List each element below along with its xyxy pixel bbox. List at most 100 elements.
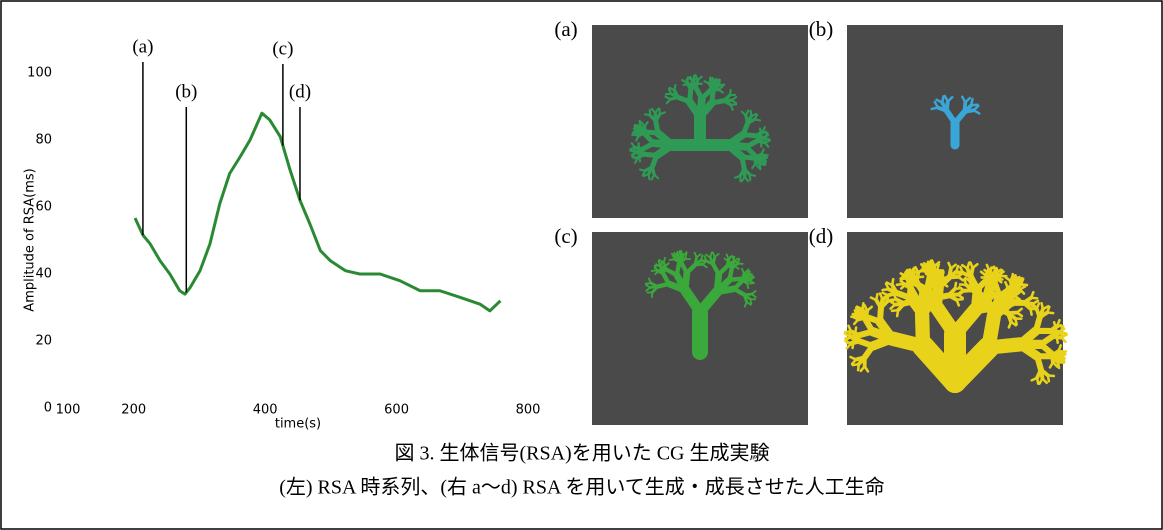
branch xyxy=(644,283,652,289)
branch xyxy=(650,173,656,181)
branch xyxy=(1035,302,1041,311)
branch xyxy=(853,355,867,362)
branch xyxy=(743,144,758,159)
branch xyxy=(642,151,660,158)
branch xyxy=(1037,310,1050,320)
branch xyxy=(1029,296,1039,300)
branch xyxy=(743,300,748,308)
branch xyxy=(992,272,1001,286)
branch xyxy=(761,158,767,165)
branch xyxy=(746,282,750,290)
branch xyxy=(982,281,992,301)
branch xyxy=(654,112,662,123)
branch xyxy=(696,75,703,82)
branch xyxy=(1038,377,1044,385)
branch xyxy=(964,96,972,104)
branch xyxy=(1014,317,1019,326)
caption-title: 図 3. 生体信号(RSA)を用いた CG 生成実験 xyxy=(394,442,769,465)
branch xyxy=(1030,376,1039,382)
branch xyxy=(763,141,770,148)
branch xyxy=(958,285,966,293)
branch xyxy=(959,265,965,275)
branch xyxy=(1034,353,1044,373)
branch xyxy=(695,253,702,259)
panel-image xyxy=(843,232,1068,425)
branch xyxy=(740,278,752,283)
branch xyxy=(713,78,720,84)
branch xyxy=(629,149,637,154)
branch xyxy=(862,316,876,335)
branch xyxy=(662,261,668,272)
branch xyxy=(642,131,657,146)
panel-image xyxy=(847,25,1063,218)
branch xyxy=(1037,341,1055,357)
branch xyxy=(881,291,890,297)
branch xyxy=(851,315,860,321)
branch xyxy=(685,78,690,86)
annotation-label: (b) xyxy=(175,81,197,102)
branch xyxy=(681,251,688,257)
branch xyxy=(875,292,879,302)
branch xyxy=(646,291,654,294)
branch xyxy=(904,271,910,280)
branch xyxy=(727,255,732,263)
branch xyxy=(677,250,681,257)
branch xyxy=(711,83,721,93)
branch xyxy=(1058,330,1068,335)
branch xyxy=(699,87,714,102)
branch xyxy=(917,293,940,320)
x-tick-label: 400 xyxy=(253,403,278,418)
panel-label: (d) xyxy=(809,224,834,248)
branch xyxy=(914,270,921,284)
panel-image xyxy=(592,25,808,218)
branch xyxy=(724,141,747,161)
branch xyxy=(854,306,860,315)
branch xyxy=(643,165,654,173)
branch xyxy=(638,168,647,172)
branch xyxy=(985,270,989,279)
branch xyxy=(709,98,727,106)
branch xyxy=(643,121,649,128)
branch xyxy=(671,253,676,261)
branch xyxy=(884,282,890,291)
branch xyxy=(949,263,957,270)
x-tick-label: 600 xyxy=(384,403,409,418)
branch xyxy=(996,285,1014,300)
branch xyxy=(759,130,767,135)
branch xyxy=(1048,360,1055,369)
branch xyxy=(731,286,747,297)
branch xyxy=(940,281,949,288)
branch xyxy=(1009,274,1015,283)
y-tick-label: 60 xyxy=(35,200,52,215)
branch xyxy=(1056,360,1061,370)
y-axis-label: Amplitude of RSA(ms) xyxy=(23,168,38,311)
branch xyxy=(847,324,853,333)
branch xyxy=(966,261,971,270)
branch xyxy=(744,109,750,117)
branch xyxy=(740,175,746,183)
branch xyxy=(1050,334,1064,340)
branch xyxy=(934,275,945,287)
branch xyxy=(717,88,724,94)
branch xyxy=(1029,307,1033,316)
branch xyxy=(722,99,733,107)
y-tick-label: 20 xyxy=(35,334,52,349)
branch xyxy=(946,293,959,302)
branch xyxy=(933,100,940,109)
branch xyxy=(1035,367,1043,380)
branch xyxy=(890,308,900,313)
branch xyxy=(1015,339,1042,361)
branch xyxy=(1049,354,1060,365)
branch xyxy=(739,154,747,172)
branch xyxy=(633,125,639,132)
branch xyxy=(681,269,691,294)
branch xyxy=(1015,276,1024,283)
branch xyxy=(734,174,742,179)
branch xyxy=(911,266,916,275)
branch xyxy=(1021,300,1033,311)
branch xyxy=(944,99,950,113)
annotation-label: (a) xyxy=(132,36,153,57)
branch xyxy=(654,107,660,115)
branch xyxy=(920,280,937,297)
branch xyxy=(899,279,908,286)
